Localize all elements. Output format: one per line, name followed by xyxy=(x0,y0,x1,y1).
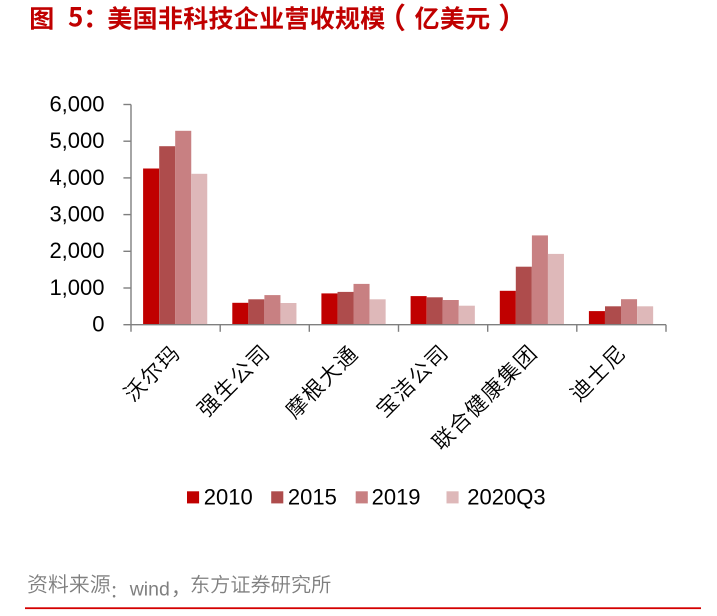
svg-text:0: 0 xyxy=(92,312,104,337)
svg-text:1,000: 1,000 xyxy=(49,275,104,300)
svg-text:2015: 2015 xyxy=(288,484,337,509)
svg-text:3,000: 3,000 xyxy=(49,202,104,227)
svg-text:2019: 2019 xyxy=(372,484,421,509)
svg-text:2010: 2010 xyxy=(204,484,253,509)
svg-text:4,000: 4,000 xyxy=(49,165,104,190)
svg-text:5,000: 5,000 xyxy=(49,128,104,153)
svg-text:wind: wind xyxy=(129,578,170,600)
svg-text:6,000: 6,000 xyxy=(49,91,104,116)
svg-text:2020Q3: 2020Q3 xyxy=(467,484,545,509)
svg-text:2,000: 2,000 xyxy=(49,238,104,263)
